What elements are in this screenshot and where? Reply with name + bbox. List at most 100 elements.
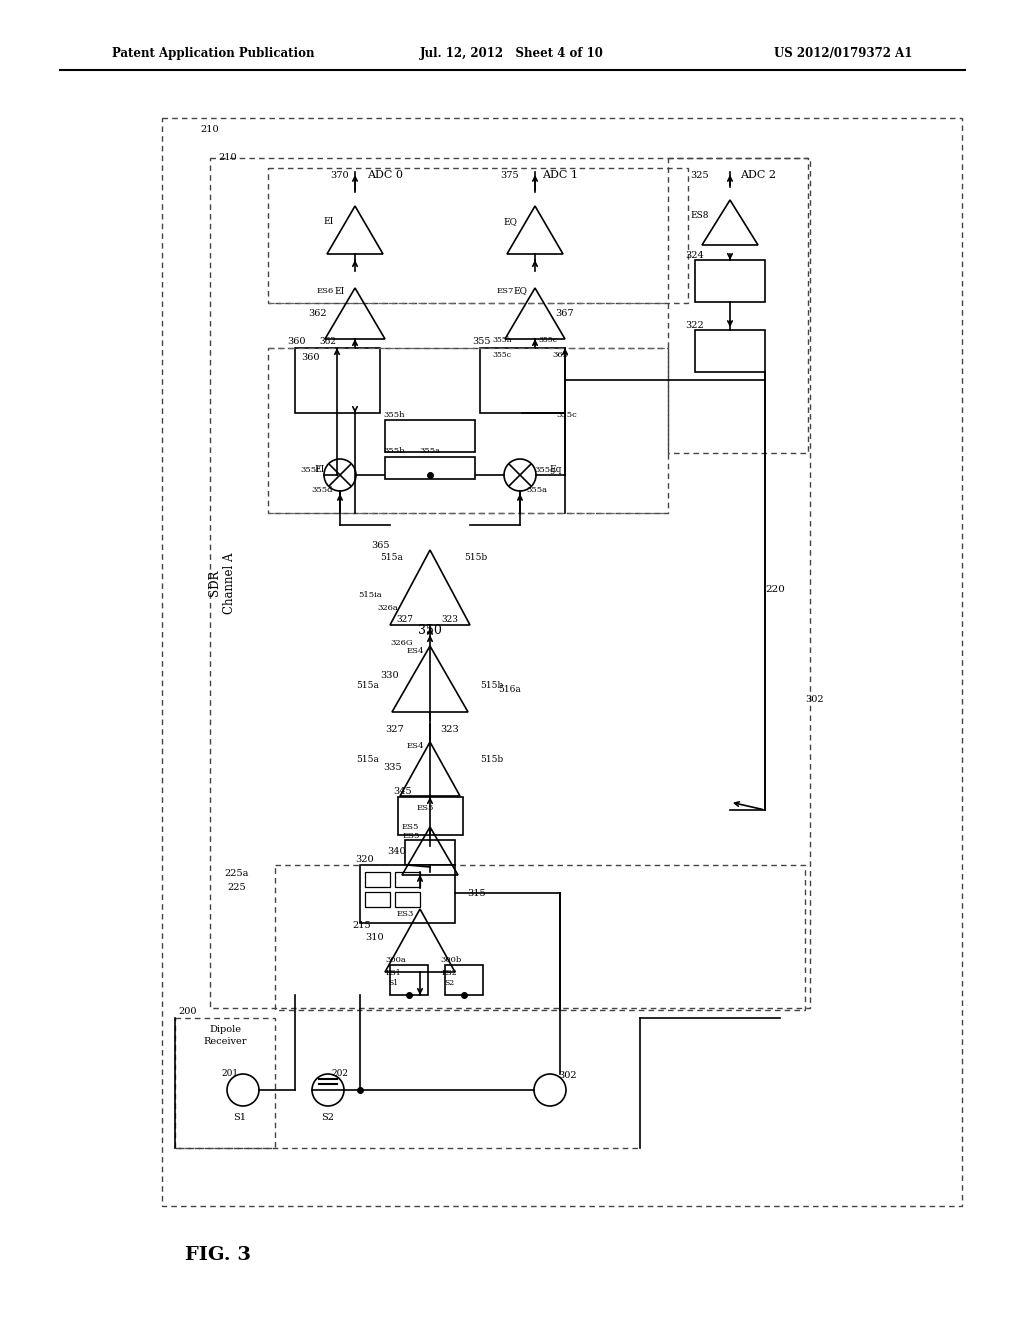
Text: 300a: 300a <box>385 956 406 964</box>
Text: 355c: 355c <box>539 337 557 345</box>
Text: ES1: ES1 <box>385 969 400 977</box>
Text: 200: 200 <box>178 1007 197 1016</box>
Text: 360: 360 <box>287 338 305 346</box>
Bar <box>210 158 810 1008</box>
Text: 202: 202 <box>332 1069 348 1078</box>
Text: ADC 2: ADC 2 <box>740 170 776 180</box>
Text: EI: EI <box>335 286 345 296</box>
Text: 322: 322 <box>685 321 703 330</box>
Bar <box>268 348 668 513</box>
Text: EQ: EQ <box>503 218 517 227</box>
Text: 355g: 355g <box>535 466 556 474</box>
Text: SDR
Channel A: SDR Channel A <box>208 552 236 614</box>
Bar <box>395 892 420 907</box>
Text: 515a: 515a <box>381 553 403 562</box>
Text: EI: EI <box>314 466 326 474</box>
Bar <box>360 865 455 923</box>
Text: 300b: 300b <box>440 956 461 964</box>
Text: 340: 340 <box>388 847 407 857</box>
Text: 370: 370 <box>330 170 348 180</box>
Bar <box>480 348 565 413</box>
Text: ES7: ES7 <box>497 286 514 294</box>
Text: 365: 365 <box>371 540 389 549</box>
Text: 215: 215 <box>352 921 372 931</box>
Text: 515b: 515b <box>464 553 487 562</box>
Text: ADC 0: ADC 0 <box>367 170 403 180</box>
Text: ES6: ES6 <box>316 286 334 294</box>
Bar <box>385 457 475 479</box>
Text: 355a: 355a <box>526 486 548 494</box>
Text: 350: 350 <box>418 623 442 636</box>
Bar <box>385 420 475 451</box>
Bar <box>175 1018 275 1148</box>
Text: 355h: 355h <box>493 337 512 345</box>
Bar <box>268 168 688 304</box>
Text: 355b: 355b <box>383 447 404 455</box>
Text: 327: 327 <box>386 726 404 734</box>
Text: 324: 324 <box>685 251 703 260</box>
Text: ES5: ES5 <box>417 804 434 812</box>
Text: 355d: 355d <box>311 486 333 494</box>
Bar <box>668 158 808 453</box>
Text: 375: 375 <box>500 170 518 180</box>
Text: 362: 362 <box>308 309 328 318</box>
Text: ES3: ES3 <box>396 909 414 917</box>
Text: 355f: 355f <box>300 466 319 474</box>
Text: 302: 302 <box>806 696 824 705</box>
Text: 516a: 516a <box>499 685 521 694</box>
Text: S2: S2 <box>322 1114 335 1122</box>
Text: 355a: 355a <box>420 447 440 455</box>
Text: 220: 220 <box>765 586 785 594</box>
Text: 355c: 355c <box>557 411 578 418</box>
Text: EI: EI <box>324 218 334 227</box>
Text: Dipole: Dipole <box>209 1026 241 1035</box>
Text: ES4: ES4 <box>407 742 424 750</box>
Text: S2: S2 <box>444 979 454 987</box>
Text: FIG. 3: FIG. 3 <box>185 1246 251 1265</box>
Bar <box>695 260 765 302</box>
Text: Eq: Eq <box>550 466 562 474</box>
Text: 515ia: 515ia <box>358 591 382 599</box>
Text: 362: 362 <box>319 338 337 346</box>
Bar <box>445 965 483 995</box>
Text: 325: 325 <box>690 170 709 180</box>
Bar <box>162 117 962 1206</box>
Text: 326a: 326a <box>378 605 398 612</box>
Text: S1: S1 <box>388 979 398 987</box>
Text: 330: 330 <box>381 671 399 680</box>
Bar <box>390 965 428 995</box>
Bar <box>365 873 390 887</box>
Text: 515b: 515b <box>480 755 504 764</box>
Text: 310: 310 <box>366 933 384 942</box>
Text: 335: 335 <box>384 763 402 772</box>
Bar <box>406 840 455 865</box>
Bar <box>395 873 420 887</box>
Text: EQ: EQ <box>513 286 527 296</box>
Text: 225: 225 <box>227 883 247 892</box>
Text: 515b: 515b <box>480 681 504 689</box>
Bar <box>695 330 765 372</box>
Text: 515a: 515a <box>356 755 380 764</box>
Text: US 2012/0179372 A1: US 2012/0179372 A1 <box>773 48 912 61</box>
Text: Jul. 12, 2012   Sheet 4 of 10: Jul. 12, 2012 Sheet 4 of 10 <box>420 48 604 61</box>
Text: 323: 323 <box>441 615 459 624</box>
Bar <box>365 892 390 907</box>
Bar <box>275 865 805 1010</box>
Text: S1: S1 <box>233 1114 247 1122</box>
Text: ES8: ES8 <box>691 210 710 219</box>
Text: 367: 367 <box>556 309 574 318</box>
Bar <box>398 797 463 836</box>
Text: ES4: ES4 <box>407 647 424 655</box>
Text: 210: 210 <box>200 125 219 135</box>
Text: 302: 302 <box>559 1071 578 1080</box>
Text: Receiver: Receiver <box>203 1038 247 1047</box>
Text: 355: 355 <box>472 338 490 346</box>
Text: 365: 365 <box>552 351 568 359</box>
Text: 315: 315 <box>468 888 486 898</box>
Text: ES5: ES5 <box>403 832 421 840</box>
Text: ES2: ES2 <box>441 969 457 977</box>
Text: 355h: 355h <box>383 411 404 418</box>
Text: Patent Application Publication: Patent Application Publication <box>112 48 314 61</box>
Text: 323: 323 <box>440 726 460 734</box>
Text: ADC 1: ADC 1 <box>542 170 578 180</box>
